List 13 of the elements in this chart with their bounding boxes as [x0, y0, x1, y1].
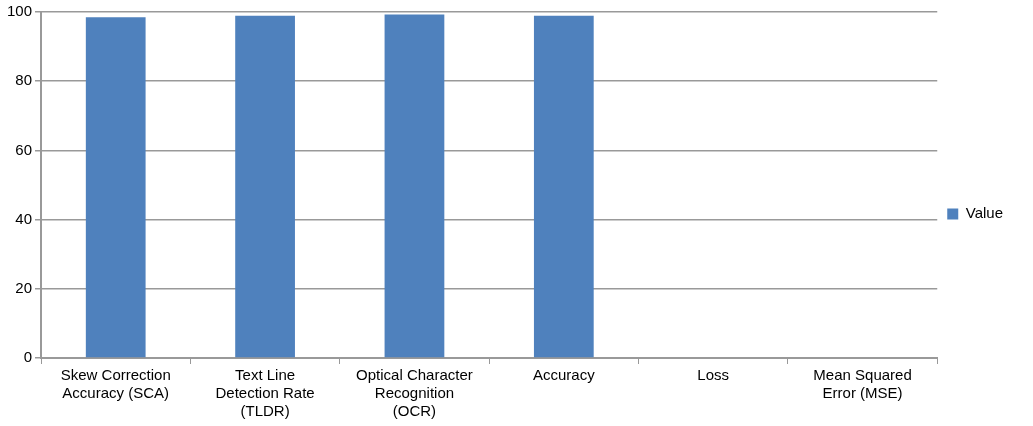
legend-label: Value: [965, 204, 1004, 222]
y-tick-label: 80: [15, 71, 33, 89]
x-tick-label: Mean Squared Error (MSE): [813, 366, 912, 402]
x-tick-label: Optical Character Recognition (OCR): [356, 366, 473, 420]
y-tick-label: 100: [7, 2, 33, 20]
y-tick-label: 0: [23, 348, 33, 366]
x-tick-label: Loss: [697, 366, 730, 384]
x-tick-label: Accuracy: [532, 366, 596, 384]
x-tick-label: Text Line Detection Rate (TLDR): [215, 366, 315, 420]
y-tick-label: 40: [15, 209, 33, 227]
y-tick-label: 20: [15, 278, 33, 296]
y-tick-label: 60: [15, 140, 33, 158]
x-tick-label: Skew Correction Accuracy (SCA): [60, 366, 171, 402]
